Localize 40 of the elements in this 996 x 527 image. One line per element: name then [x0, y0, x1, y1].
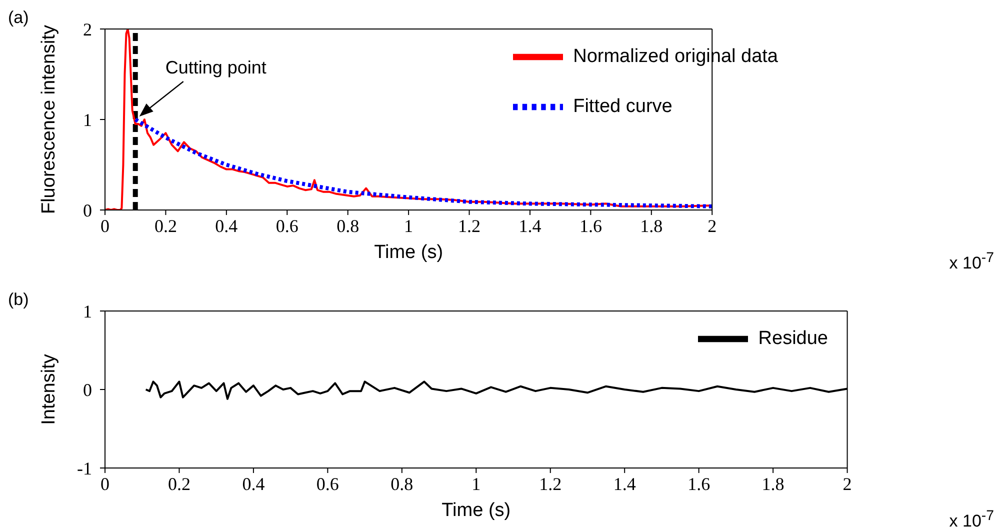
text: (b) [8, 290, 29, 310]
x-tick-label: 0.2 [168, 474, 190, 494]
y-tick-label: 2 [83, 19, 92, 40]
x-tick-label: 1 [404, 216, 414, 236]
x-tick-label: 0 [100, 474, 110, 494]
line-series [133, 118, 712, 208]
x-tick-label: 1.4 [613, 474, 636, 494]
text: x 10$^{-7}$ [949, 250, 994, 274]
x-tick-label: 1.8 [640, 216, 663, 236]
x-tick-label: 0.8 [390, 474, 414, 494]
x-tick-label: 2 [708, 216, 717, 236]
legend-label: Residue [758, 328, 828, 350]
annotation: Cutting point [165, 58, 266, 78]
x-tick-label: 0.4 [215, 216, 238, 236]
x-axis-title: Time (s) [374, 242, 444, 263]
text: (a) [8, 8, 29, 28]
text: x 10$^{-7}$ [949, 508, 994, 527]
x-tick-label: 1.2 [458, 216, 481, 236]
x-axis-title: Time (s) [442, 500, 511, 521]
x-tick-label: 1.6 [579, 216, 602, 236]
x-tick-label: 0.8 [336, 216, 360, 236]
y-tick-label: -1 [77, 458, 92, 478]
x-tick-label: 1.8 [762, 474, 784, 494]
x-tick-label: 1.2 [539, 474, 562, 494]
x-tick-label: 0.2 [154, 216, 177, 236]
y-tick-label: 0 [83, 200, 92, 220]
x-tick-label: 1.6 [688, 474, 710, 494]
x-tick-label: 0.4 [242, 474, 265, 494]
y-tick-label: 1 [83, 110, 92, 130]
x-tick-label: 0.6 [316, 474, 339, 494]
legend-label: Fitted curve [573, 96, 672, 118]
x-tick-label: 0 [100, 216, 110, 236]
y-axis-title: Intensity [38, 354, 60, 425]
x-tick-label: 0.6 [276, 216, 298, 236]
x-tick-label: 1 [472, 474, 481, 494]
y-tick-label: 0 [83, 380, 92, 400]
x-tick-label: 2 [842, 474, 852, 494]
y-tick-label: 1 [83, 301, 92, 322]
y-axis-title: Fluorescence intensity [38, 24, 60, 214]
x-tick-label: 1.4 [518, 216, 542, 236]
